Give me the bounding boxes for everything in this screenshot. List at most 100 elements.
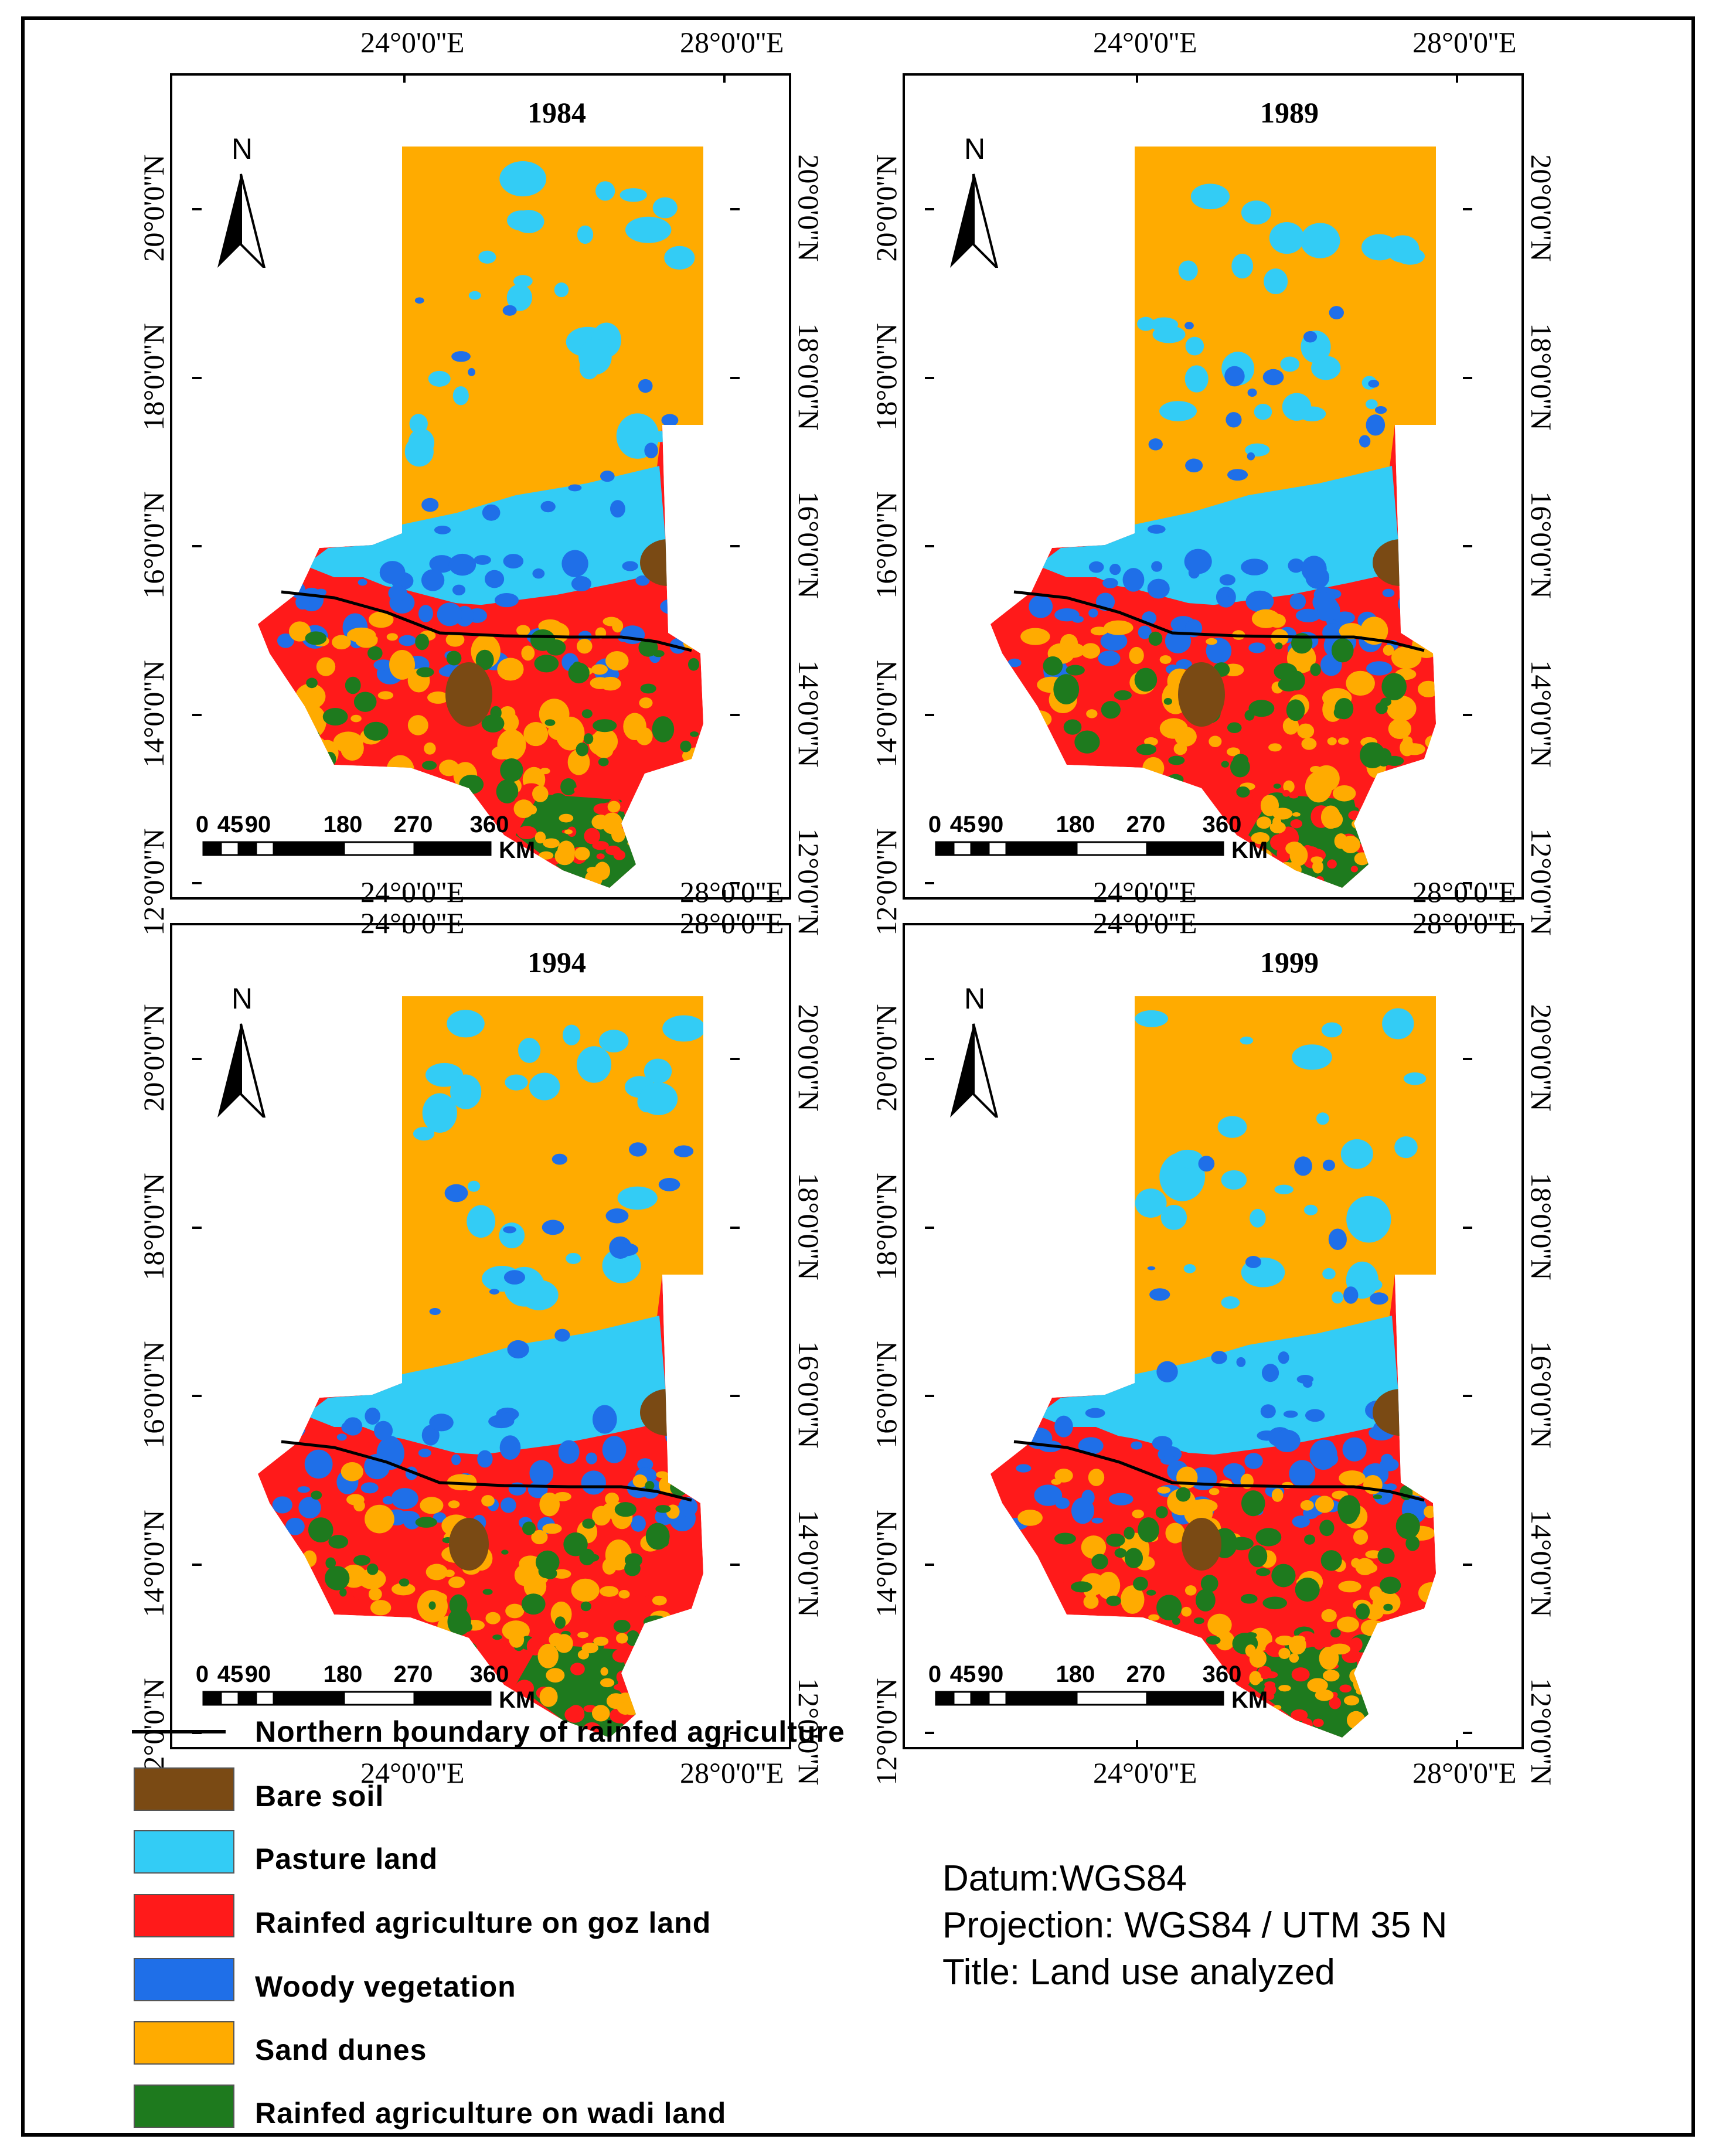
pasture-patch: [1217, 1116, 1247, 1138]
scale-tick-label: 90: [977, 1661, 1004, 1687]
legend-swatch-bare-soil: [134, 1767, 234, 1811]
wadi-patch: [1381, 673, 1407, 701]
map-panel-1999: 1999 24°0'0''E 28°0'0''E 24°0'0''E 28°0'0''E…: [870, 877, 1558, 1787]
sand-patch: [427, 1592, 447, 1604]
sand-patch: [1272, 816, 1282, 827]
sand-patch: [1329, 1643, 1350, 1655]
sand-patch: [1090, 626, 1108, 636]
pasture-patch: [1382, 1008, 1414, 1040]
lon-label-bottom-right: 28°0'0''E: [1412, 1756, 1517, 1789]
land-use-map-1989: [990, 147, 1436, 888]
sand-patch: [559, 813, 574, 823]
wadi-patch: [1124, 1548, 1143, 1569]
wadi-patch: [1195, 1589, 1216, 1612]
wadi-patch: [1241, 1490, 1265, 1517]
sand-patch: [427, 691, 450, 704]
woody-patch: [1248, 642, 1266, 653]
wadi-patch: [353, 1555, 370, 1566]
woody-patch: [637, 1458, 653, 1471]
sand-patch: [1181, 1606, 1192, 1617]
woody-patch: [277, 633, 294, 648]
woody-patch: [494, 592, 519, 608]
wadi-patch: [501, 1549, 509, 1555]
sand-patch: [1251, 832, 1270, 844]
lat-tick-right: [1463, 714, 1472, 716]
woody-patch: [315, 588, 326, 597]
pasture-patch: [519, 1280, 559, 1310]
sand-patch: [1059, 642, 1085, 658]
north-arrow-icon: [217, 173, 266, 268]
goz-patch: [1350, 866, 1358, 873]
sand-patch: [1332, 785, 1356, 802]
woody-patch: [1262, 369, 1284, 386]
legend-swatch-rainfed-goz: [134, 1894, 234, 1937]
lon-label-top-left: 24°0'0''E: [360, 26, 465, 59]
sand-patch: [1207, 1613, 1232, 1636]
woody-patch: [605, 1208, 629, 1224]
pasture-patch: [599, 1030, 629, 1053]
wadi-patch: [573, 661, 582, 669]
wadi-patch: [538, 1564, 556, 1579]
scale-tick-label: 45: [217, 1661, 244, 1687]
woody-patch: [451, 1454, 461, 1466]
northern-boundary-line: [281, 1440, 692, 1502]
woody-patch: [1176, 659, 1192, 669]
pasture-patch: [1190, 183, 1230, 210]
woody-patch: [421, 569, 445, 591]
woody-patch: [1244, 1453, 1263, 1469]
wadi-patch: [521, 1593, 546, 1615]
sand-patch: [1283, 780, 1295, 793]
scale-bar: [935, 1691, 1224, 1706]
goz-patch: [1282, 789, 1291, 797]
woody-patch: [554, 1329, 570, 1342]
woody-patch: [1302, 1379, 1313, 1388]
sand-patch: [1086, 709, 1098, 718]
wadi-patch: [1221, 761, 1229, 768]
wadi-patch: [311, 1490, 322, 1500]
woody-patch: [592, 1405, 617, 1434]
lat-tick-left: [925, 1395, 934, 1397]
lat-label-left: 16°0'0''N: [870, 491, 903, 599]
sand-patch: [577, 1632, 589, 1639]
woody-patch: [382, 1496, 394, 1505]
lon-label-top-right: 28°0'0''E: [680, 26, 784, 59]
scale-tick-label: 0: [928, 812, 942, 837]
sand-patch: [1268, 743, 1282, 752]
pasture-patch: [1340, 1139, 1373, 1169]
sand-patch: [1391, 646, 1422, 669]
sand-patch: [1327, 737, 1337, 745]
scale-tick-label: 180: [1056, 812, 1095, 837]
sand-patch: [1365, 1603, 1384, 1620]
sand-patch: [602, 1558, 617, 1575]
lon-tick-top: [723, 73, 726, 83]
wadi-patch: [1133, 1576, 1148, 1591]
lon-label-top-left: 24°0'0''E: [360, 876, 465, 908]
wadi-patch: [328, 1535, 349, 1549]
woody-patch: [1184, 549, 1212, 574]
sand-patch: [1104, 620, 1133, 635]
woody-patch: [661, 414, 679, 427]
pasture-patch: [1172, 1149, 1203, 1169]
pasture-patch: [1240, 1036, 1254, 1045]
sand-patch: [1020, 628, 1050, 645]
pasture-patch: [664, 246, 695, 270]
wadi-patch: [547, 793, 570, 820]
sand-patch: [358, 1568, 386, 1589]
pasture-patch: [617, 1186, 658, 1210]
woody-patch: [629, 1142, 647, 1157]
sand-patch: [537, 1643, 559, 1668]
wadi-patch: [1163, 697, 1173, 705]
wadi-patch: [367, 646, 383, 660]
woody-patch: [298, 1497, 321, 1519]
woody-patch: [421, 498, 439, 512]
wadi-patch: [1330, 1629, 1341, 1638]
sand-patch: [368, 1588, 382, 1601]
sand-patch: [600, 676, 621, 691]
sand-patch: [571, 1578, 600, 1602]
lat-tick-right: [730, 1227, 740, 1229]
woody-patch: [388, 585, 407, 601]
lat-tick-right: [730, 1395, 740, 1397]
sand-patch: [424, 742, 436, 755]
lat-tick-right: [730, 1732, 740, 1734]
lat-label-right: 16°0'0''N: [1525, 1341, 1558, 1449]
